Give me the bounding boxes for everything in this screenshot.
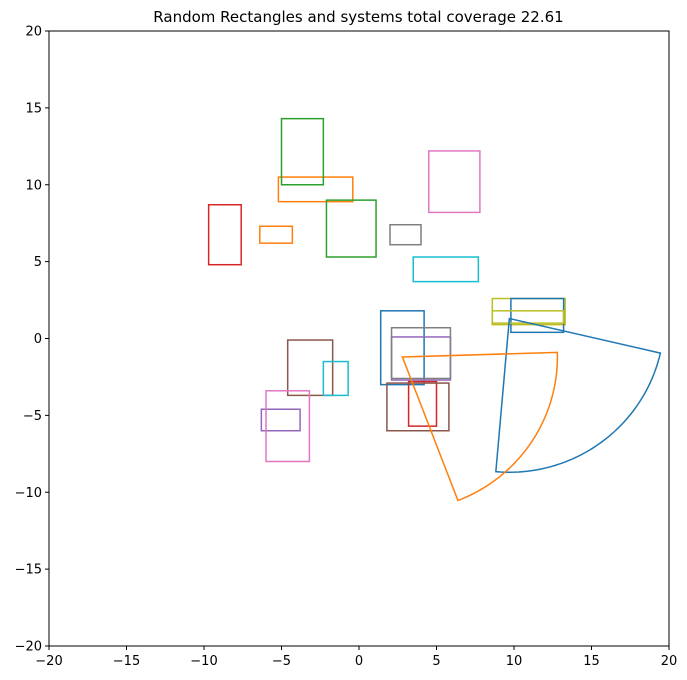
rectangle-7: [428, 150, 481, 214]
rectangle-17: [265, 390, 311, 463]
y-tick-label: 10: [25, 178, 42, 193]
x-tick-label: 5: [432, 654, 440, 669]
plot-shapes: [207, 117, 662, 502]
rectangle-16: [286, 339, 334, 397]
x-tick-label: −10: [190, 654, 217, 669]
rectangle-15: [260, 408, 301, 432]
rectangle-20: [322, 360, 349, 397]
rectangle-10: [412, 256, 480, 283]
y-tick-label: 20: [25, 25, 42, 40]
x-tick-label: −5: [272, 654, 291, 669]
x-axis: −20 −15 −10 −5 0 5 10 15 20: [35, 646, 677, 669]
x-tick-label: 10: [506, 654, 523, 669]
x-tick-label: −20: [35, 654, 62, 669]
rectangle-1: [379, 310, 425, 386]
x-tick-label: 15: [583, 654, 600, 669]
x-tick-label: 20: [661, 654, 678, 669]
sector-1: [495, 317, 662, 474]
rectangle-14: [207, 203, 242, 266]
y-axis: −20 −15 −10 −5 0 5 10 15 20: [15, 25, 49, 655]
rectangle-2: [277, 176, 354, 203]
y-tick-label: 0: [34, 332, 42, 347]
x-tick-label: −15: [113, 654, 140, 669]
x-tick-label: 0: [355, 654, 363, 669]
rectangle-8: [389, 223, 422, 246]
rectangle-12: [259, 225, 294, 244]
rectangle-6: [386, 382, 450, 432]
rectangle-3: [325, 199, 377, 258]
rectangle-4: [407, 380, 438, 427]
rectangle-13: [280, 117, 325, 186]
y-tick-label: −5: [23, 409, 42, 424]
sector-2: [401, 351, 559, 502]
y-tick-label: 5: [34, 255, 42, 270]
chart-title: Random Rectangles and systems total cove…: [153, 8, 563, 26]
rectangle-18: [390, 326, 452, 380]
y-tick-label: 15: [25, 101, 42, 116]
y-tick-label: −10: [15, 486, 42, 501]
y-tick-label: −15: [15, 563, 42, 578]
y-tick-label: −20: [15, 640, 42, 655]
